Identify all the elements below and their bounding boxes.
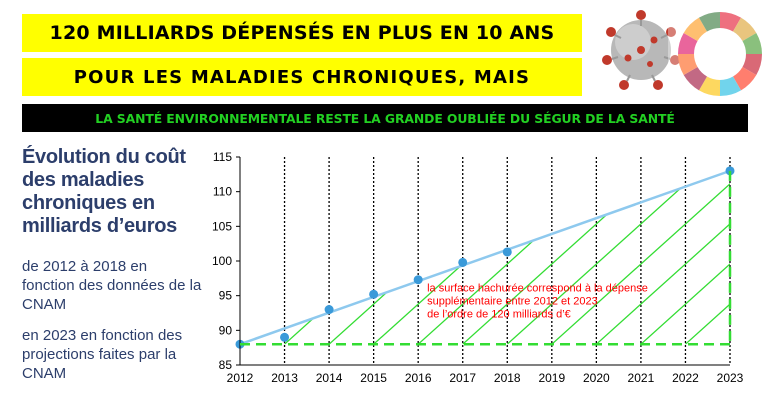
y-tick-label-105: 105 — [212, 219, 232, 233]
data-point-2014 — [324, 305, 334, 315]
sdg-wheel-logo — [668, 8, 764, 100]
source-note-2012-2018: de 2012 à 2018 en fonction des données d… — [22, 258, 202, 313]
trend-line — [239, 169, 731, 346]
y-tick-label-100: 100 — [212, 254, 232, 268]
chronic-disease-cost-chart: 2012 2013 2014 2015 2016 2017 2018 2019 2020 2021… — [212, 150, 744, 385]
x-tick-label-2023: 2023 — [717, 371, 744, 385]
y-tick-label-90: 90 — [219, 323, 233, 337]
x-tick-label-2017: 2017 — [449, 371, 476, 385]
annotation-line-3: de l’ordre de 120 milliards d’€ — [427, 309, 571, 321]
annotation-line-1: la surface hachurée correspond à la dépe… — [427, 283, 648, 295]
hatch-line — [595, 170, 730, 345]
x-tick-label-2015: 2015 — [360, 371, 387, 385]
x-tick-label-2019: 2019 — [538, 371, 565, 385]
y-tick-label-85: 85 — [219, 358, 233, 372]
x-tick-label-2018: 2018 — [494, 371, 521, 385]
x-tick-label-2021: 2021 — [628, 371, 655, 385]
y-tick-label-115: 115 — [213, 150, 232, 164]
hatch-line — [640, 170, 730, 345]
x-tick-label-2022: 2022 — [672, 371, 699, 385]
headline-banner-line2: POUR LES MALADIES CHRONIQUES, MAIS — [22, 58, 582, 96]
y-tick-label-110: 110 — [213, 185, 232, 199]
data-point-2015 — [369, 289, 379, 299]
data-point-2017 — [458, 257, 468, 267]
x-tick-label-2016: 2016 — [405, 371, 432, 385]
source-note-2023: en 2023 en fonction des projections fait… — [22, 327, 183, 382]
x-tick-label-2012: 2012 — [227, 371, 254, 385]
x-tick-label-2014: 2014 — [316, 371, 343, 385]
hatch-line — [551, 170, 730, 345]
annotation-line-2: supplémentaire entre 2012 et 2023 — [427, 296, 598, 308]
x-tick-label-2013: 2013 — [271, 371, 298, 385]
headline-banner-line1: 120 MILLIARDS DÉPENSÉS EN PLUS EN 10 ANS — [22, 14, 582, 52]
coronavirus-icon — [602, 10, 680, 90]
subheadline-strip: LA SANTÉ ENVIRONNEMENTALE RESTE LA GRAND… — [22, 104, 748, 132]
hatch-line — [729, 170, 730, 345]
hatch-line — [506, 170, 730, 345]
hatch-line — [685, 170, 730, 345]
data-point-2013 — [280, 332, 290, 342]
x-tick-label-2020: 2020 — [583, 371, 610, 385]
data-point-2018 — [502, 247, 512, 257]
hatch-line — [462, 170, 724, 345]
y-tick-label-95: 95 — [219, 289, 233, 303]
data-point-2016 — [413, 275, 423, 285]
chart-side-title: Évolution du coût des maladies chronique… — [22, 146, 186, 237]
